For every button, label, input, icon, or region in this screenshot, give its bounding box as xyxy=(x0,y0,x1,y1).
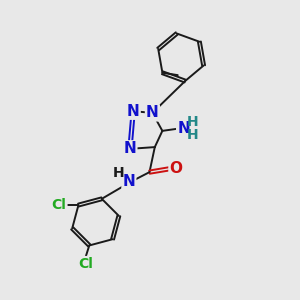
Text: Cl: Cl xyxy=(78,257,93,271)
Text: O: O xyxy=(169,161,182,176)
Text: N: N xyxy=(124,141,136,156)
Text: N: N xyxy=(177,121,190,136)
Text: N: N xyxy=(146,105,159,120)
Text: N: N xyxy=(127,104,140,119)
Text: N: N xyxy=(122,174,135,189)
Text: Cl: Cl xyxy=(52,198,67,212)
Text: H: H xyxy=(187,115,199,129)
Text: H: H xyxy=(187,128,199,142)
Text: H: H xyxy=(113,166,125,180)
